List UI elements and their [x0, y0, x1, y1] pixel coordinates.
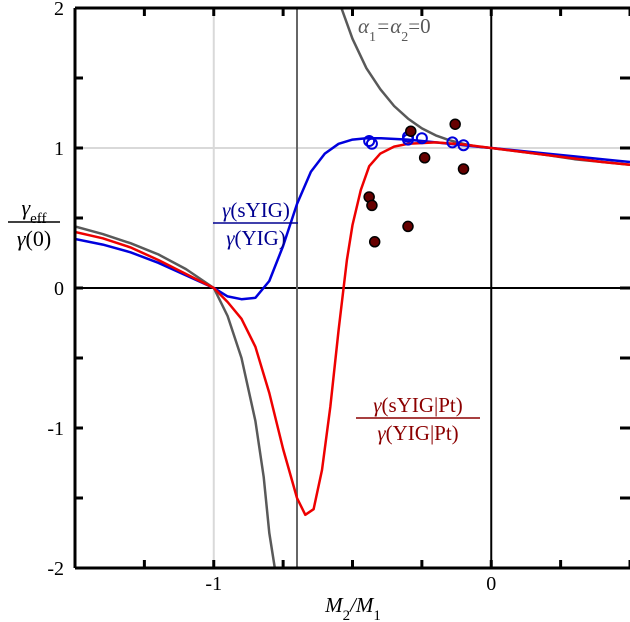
y-label-denominator: γ(0) — [17, 226, 51, 251]
blue-label-numerator: γ(sYIG) — [222, 198, 290, 222]
filled-circle-point-3 — [405, 125, 417, 137]
series-1-line-0 — [75, 136, 630, 301]
series-2-line-0 — [75, 141, 630, 517]
open-circle-point-4 — [415, 132, 428, 145]
filled-circle-point-1 — [366, 199, 378, 212]
gray-curve-label: α1=α2=0 — [358, 14, 431, 45]
red-label-numerator: γ(sYIG|Pt) — [373, 393, 462, 417]
data-markers — [363, 118, 470, 248]
x-tick-label: 0 — [486, 573, 496, 595]
red-curve-label: γ(sYIG|Pt) γ(YIG|Pt) — [356, 393, 480, 445]
ticks: -1 0 -2 -1 0 1 2 — [47, 0, 630, 595]
y-tick-label: -1 — [47, 418, 64, 440]
y-tick-label: 2 — [54, 0, 64, 20]
filled-circle-point-6 — [457, 163, 470, 175]
reference-lines — [75, 8, 630, 568]
x-axis-label: M2/M1 — [324, 593, 381, 622]
curves — [75, 8, 630, 568]
y-label-numerator: γeff — [21, 195, 46, 227]
blue-label-denominator: γ(YIG) — [226, 226, 286, 250]
y-tick-label: -2 — [47, 558, 64, 580]
blue-curve-label: γ(sYIG) γ(YIG) — [213, 198, 298, 250]
series-0-line-0 — [75, 225, 277, 568]
open-circle-point-1 — [365, 137, 378, 150]
filled-circle-point-7 — [402, 220, 414, 233]
open-circle-point-6 — [457, 139, 470, 152]
y-tick-label: 1 — [54, 138, 64, 160]
red-label-denominator: γ(YIG|Pt) — [377, 421, 458, 445]
open-circle-point-0 — [363, 135, 376, 147]
open-circle-point-5 — [446, 136, 459, 149]
y-tick-label: 0 — [54, 278, 64, 300]
y-axis-label: γeff γ(0) — [8, 195, 60, 251]
filled-circle-point-5 — [449, 118, 461, 130]
filled-circle-point-2 — [368, 236, 381, 248]
filled-circle-point-4 — [418, 152, 431, 164]
x-tick-label: -1 — [205, 573, 222, 595]
